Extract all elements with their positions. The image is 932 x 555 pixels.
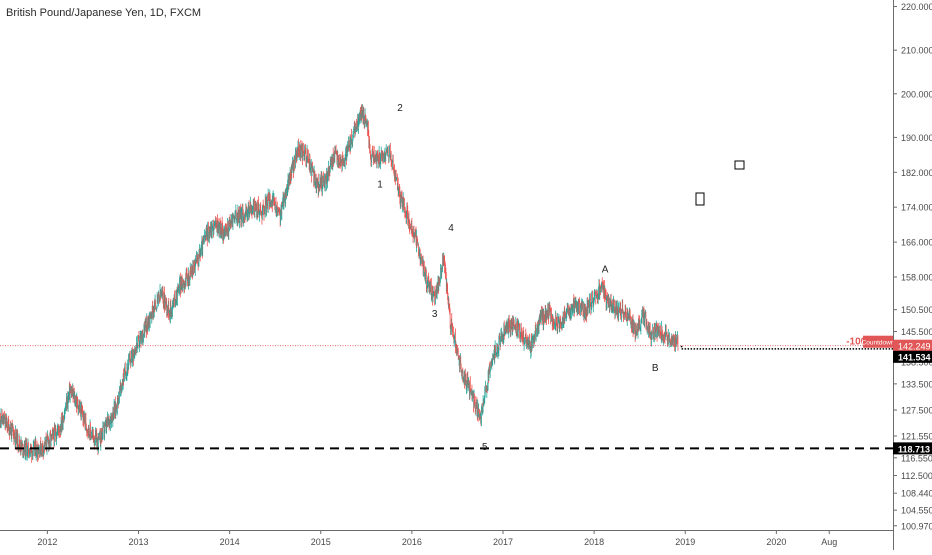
wave-label: 4: [448, 223, 454, 234]
level-label-bg: [893, 350, 932, 363]
x-tick-label: Aug: [821, 537, 837, 547]
y-tick-label: 166.000: [901, 238, 932, 248]
level-label: 141.534: [898, 352, 931, 362]
y-tick-label: 220.000: [901, 2, 932, 12]
price-label: 142.249: [898, 342, 931, 352]
x-tick-label: 2012: [37, 537, 57, 547]
y-tick-label: 190.000: [901, 133, 932, 143]
y-tick-label: 116.550: [901, 453, 932, 463]
countdown-label: Countdown: [862, 340, 895, 347]
x-tick-label: 2018: [584, 537, 604, 547]
x-tick-label: 2015: [311, 537, 331, 547]
x-tick-label: 2020: [766, 537, 786, 547]
y-tick-label: 127.500: [901, 406, 932, 416]
x-tick-label: 2014: [220, 537, 240, 547]
chart-title: British Pound/Japanese Yen, 1D, FXCM: [6, 7, 202, 19]
y-tick-label: 150.500: [901, 305, 932, 315]
y-tick-label: 158.000: [901, 272, 932, 282]
y-tick-label: 200.000: [901, 89, 932, 99]
y-tick-label: 210.000: [901, 46, 932, 56]
square-marker: [695, 192, 705, 206]
y-tick-label: 174.000: [901, 203, 932, 213]
price-label-bg: [893, 339, 932, 352]
y-tick-label: 145.500: [901, 327, 932, 337]
y-tick-label: 121.550: [901, 431, 932, 441]
y-tick-label: 100.970: [901, 521, 932, 531]
x-tick-label: 2019: [675, 537, 695, 547]
wave-label: 2: [397, 103, 403, 114]
y-tick-label: 108.440: [901, 489, 932, 499]
wave-label: 5: [482, 442, 488, 453]
wave-label: A: [602, 265, 609, 276]
x-tick-label: 2017: [493, 537, 513, 547]
y-tick-label: 133.500: [901, 379, 932, 389]
square-marker: [734, 160, 745, 170]
x-tick-label: 2013: [128, 537, 148, 547]
wave-label: B: [652, 363, 659, 374]
wave-label: 1: [377, 180, 383, 191]
support-label-bg: [893, 442, 932, 455]
y-tick-label: 112.500: [901, 471, 932, 481]
y-tick-label: 182.000: [901, 168, 932, 178]
countdown-bg: [863, 335, 893, 348]
x-tick-label: 2016: [402, 537, 422, 547]
y-tick-label: 104.550: [901, 506, 932, 516]
wave-label: 3: [432, 309, 438, 320]
support-label: 118.713: [898, 444, 930, 454]
